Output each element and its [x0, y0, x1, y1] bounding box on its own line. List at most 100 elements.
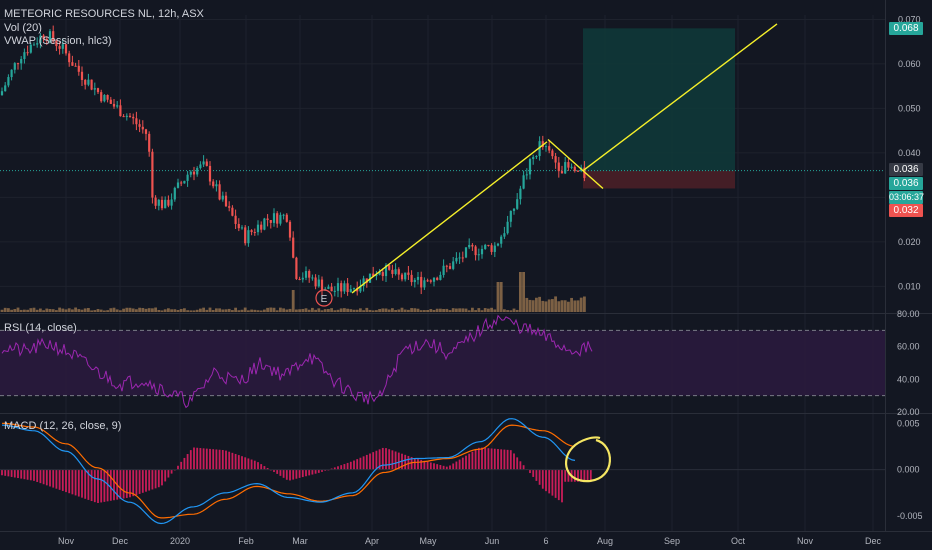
volume-bar	[253, 309, 257, 312]
volume-bar	[547, 299, 551, 312]
volume-bar	[154, 307, 157, 312]
volume-bar	[327, 309, 330, 312]
candle-body	[426, 280, 429, 282]
countdown-tag: 03:06:37	[889, 191, 925, 204]
macd-histogram-bar	[186, 454, 189, 470]
macd-histogram-bar	[1, 469, 3, 476]
volume-bar	[61, 308, 65, 312]
candle-body	[135, 118, 138, 125]
volume-bar	[67, 308, 71, 312]
macd-histogram-bar	[471, 451, 474, 470]
volume-bar	[394, 309, 397, 312]
macd-histogram-bar	[103, 469, 106, 502]
volume-bar	[247, 310, 250, 312]
candle-body	[391, 269, 394, 274]
volume-bar	[323, 309, 327, 312]
macd-histogram-bar	[519, 461, 522, 470]
volume-bar	[176, 310, 180, 312]
macd-histogram-bar	[55, 469, 58, 489]
macd-histogram-bar	[29, 469, 32, 481]
macd-histogram-bar	[506, 449, 509, 470]
macd-histogram-bar	[557, 469, 560, 501]
macd-histogram-bar	[397, 452, 400, 470]
macd-histogram-bar	[241, 456, 243, 470]
candle-body	[84, 79, 87, 85]
candle-body	[410, 274, 413, 283]
macd-histogram-bar	[305, 469, 307, 477]
candle-body	[397, 269, 400, 275]
macd-histogram-bar	[7, 469, 10, 477]
candle-body	[100, 92, 103, 102]
candle-body	[560, 171, 564, 174]
volume-bar	[29, 308, 33, 312]
volume-bar	[77, 309, 81, 312]
volume-bar	[407, 309, 410, 312]
candle-body	[90, 79, 93, 90]
volume-bar	[202, 307, 205, 312]
macd-histogram-bar	[282, 469, 285, 478]
volume-bar	[304, 308, 308, 312]
macd-histogram-bar	[218, 449, 221, 470]
volume-bar	[234, 307, 237, 312]
volume-bar	[400, 307, 404, 312]
volume-bar	[285, 309, 289, 312]
volume-bar	[215, 308, 218, 312]
macd-histogram-bar	[125, 469, 128, 498]
candle-body	[311, 277, 314, 279]
volume-bar	[560, 300, 564, 312]
volume-bar	[391, 308, 394, 312]
macd-histogram-bar	[343, 464, 346, 470]
candle-body	[573, 166, 576, 171]
macd-tick-label: 0.005	[897, 418, 920, 428]
candle-body	[39, 35, 42, 44]
volume-bar	[551, 299, 554, 312]
candle-body	[13, 63, 16, 70]
candle-body	[487, 244, 490, 246]
volume-bar	[80, 309, 84, 312]
overlays: E	[315, 23, 778, 307]
volume-bar	[528, 299, 532, 312]
candle-body	[477, 254, 480, 256]
macd-histogram-bar	[333, 467, 336, 470]
candle-body	[199, 164, 202, 169]
candle-body	[132, 116, 135, 119]
candle-body	[301, 277, 304, 280]
macd-histogram-bar	[292, 469, 295, 480]
volume-bar	[199, 308, 202, 312]
macd-histogram-bar	[74, 469, 77, 496]
volume-bar	[371, 310, 375, 312]
volume-bar	[231, 310, 234, 312]
volume-bar	[83, 308, 87, 312]
macd-histogram-bar	[276, 469, 279, 474]
macd-histogram-bar	[551, 469, 554, 496]
candle-body	[260, 224, 263, 230]
candle-body	[314, 277, 317, 287]
candle-body	[308, 271, 311, 278]
macd-histogram-bar	[586, 469, 589, 482]
candle-body	[23, 52, 26, 60]
candle-body	[352, 288, 356, 290]
macd-tick-label: 0.000	[897, 465, 920, 475]
candle-body	[564, 162, 567, 174]
macd-line	[1, 418, 576, 525]
candle-body	[576, 170, 580, 172]
volume-bar	[423, 310, 426, 312]
macd-legend: MACD (12, 26, close, 9)	[4, 420, 122, 432]
macd-histogram-bar	[87, 469, 90, 500]
macd-histogram-bar	[234, 453, 237, 470]
macd-histogram-bar	[497, 449, 499, 470]
volume-bar	[13, 309, 17, 312]
candle-body	[468, 244, 471, 248]
candle-body	[541, 141, 544, 148]
macd-histogram-bar	[337, 466, 339, 470]
macd-histogram-bar	[71, 469, 74, 495]
volume-bar	[99, 309, 103, 312]
volume-bar	[567, 301, 570, 312]
price-tick-label: 0.040	[898, 148, 921, 158]
candle-body	[141, 126, 144, 130]
volume-bar	[458, 308, 461, 312]
volume-bar	[480, 310, 484, 312]
volume-bar	[71, 309, 74, 312]
candle-body	[176, 182, 180, 188]
